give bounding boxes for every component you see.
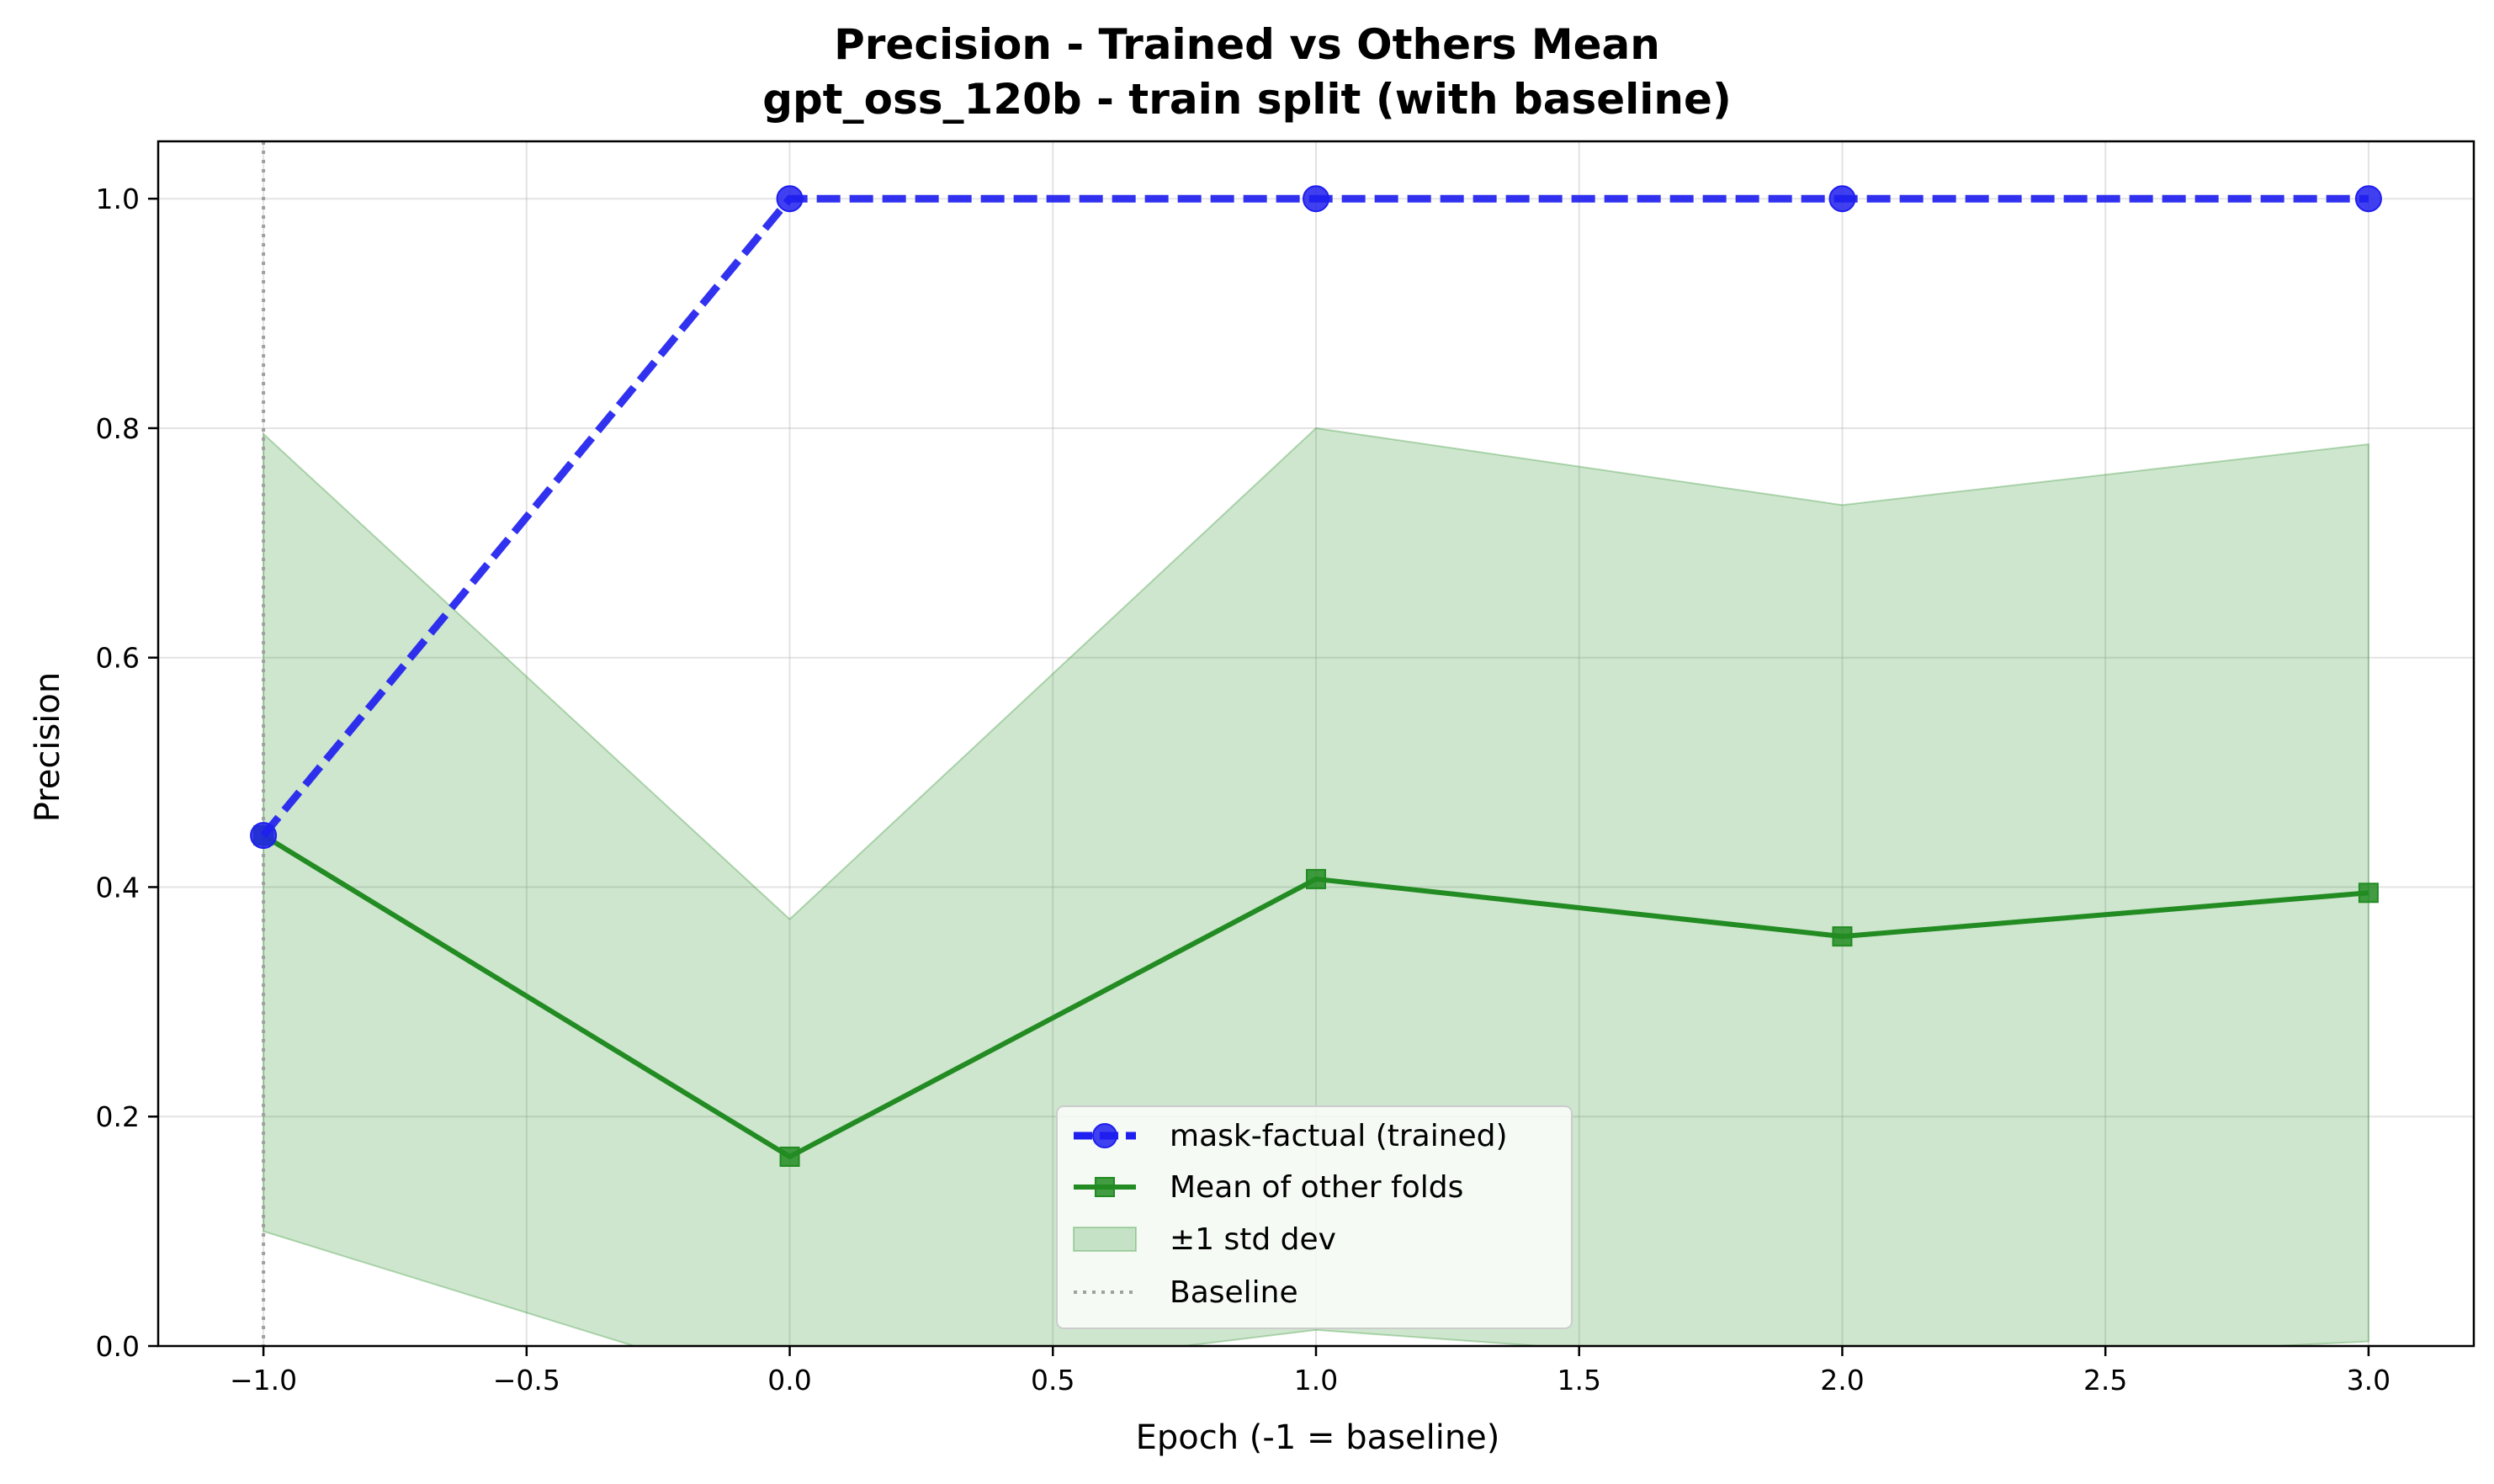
mean-series-point-4 (2358, 882, 2379, 904)
legend-band-label: ±1 std dev (1170, 1222, 1336, 1257)
legend: mask-factual (trained) Mean of other fol… (1056, 1105, 1573, 1329)
trained-series-point-2 (1303, 185, 1329, 213)
x-tick-label-7: 2.5 (2083, 1364, 2127, 1397)
legend-mean-label: Mean of other folds (1170, 1170, 1463, 1205)
y-tick-label-2: 0.4 (96, 871, 140, 904)
mean-series-point-2 (1306, 868, 1326, 889)
x-tick-label-6: 2.0 (1820, 1364, 1864, 1397)
mean-series-point-1 (779, 1146, 800, 1167)
trained-series-point-0 (250, 822, 278, 850)
x-tick-label-8: 3.0 (2347, 1364, 2391, 1397)
tick-layer: −1.0 −0.5 0.0 0.5 1.0 1.5 2.0 2.5 3.0 0.0 0.2 0.4 0.… (96, 183, 2391, 1397)
x-tick-label-5: 1.5 (1557, 1364, 1600, 1397)
x-tick-label-4: 1.0 (1294, 1364, 1338, 1397)
mean-series-point-3 (1832, 926, 1853, 947)
legend-box (1056, 1105, 1573, 1329)
chart-subtitle: gpt_oss_120b - train split (with baselin… (762, 75, 1732, 124)
x-tick-label-0: −1.0 (230, 1364, 297, 1397)
x-tick-label-1: −0.5 (493, 1364, 560, 1397)
x-tick-label-3: 0.5 (1031, 1364, 1075, 1397)
legend-trained-marker (1092, 1123, 1117, 1148)
legend-baseline-label: Baseline (1170, 1275, 1298, 1310)
legend-trained-label: mask-factual (trained) (1170, 1119, 1508, 1153)
legend-band-swatch (1073, 1227, 1137, 1252)
chart-title: Precision - Trained vs Others Mean (834, 20, 1660, 69)
y-tick-label-4: 0.8 (96, 412, 140, 445)
y-axis-label: Precision (29, 672, 67, 822)
y-tick-label-1: 0.2 (96, 1100, 140, 1133)
series-layer (250, 185, 2382, 1167)
y-tick-label-0: 0.0 (96, 1330, 140, 1363)
y-tick-label-5: 1.0 (96, 183, 140, 215)
trained-series-point-4 (2354, 185, 2382, 213)
trained-series-point-3 (1828, 185, 1856, 213)
legend-mean-marker (1095, 1177, 1115, 1197)
x-tick-label-2: 0.0 (767, 1364, 811, 1397)
trained-series-point-1 (776, 185, 804, 213)
y-tick-label-3: 0.6 (96, 642, 140, 675)
x-axis-label: Epoch (-1 = baseline) (1136, 1418, 1500, 1457)
